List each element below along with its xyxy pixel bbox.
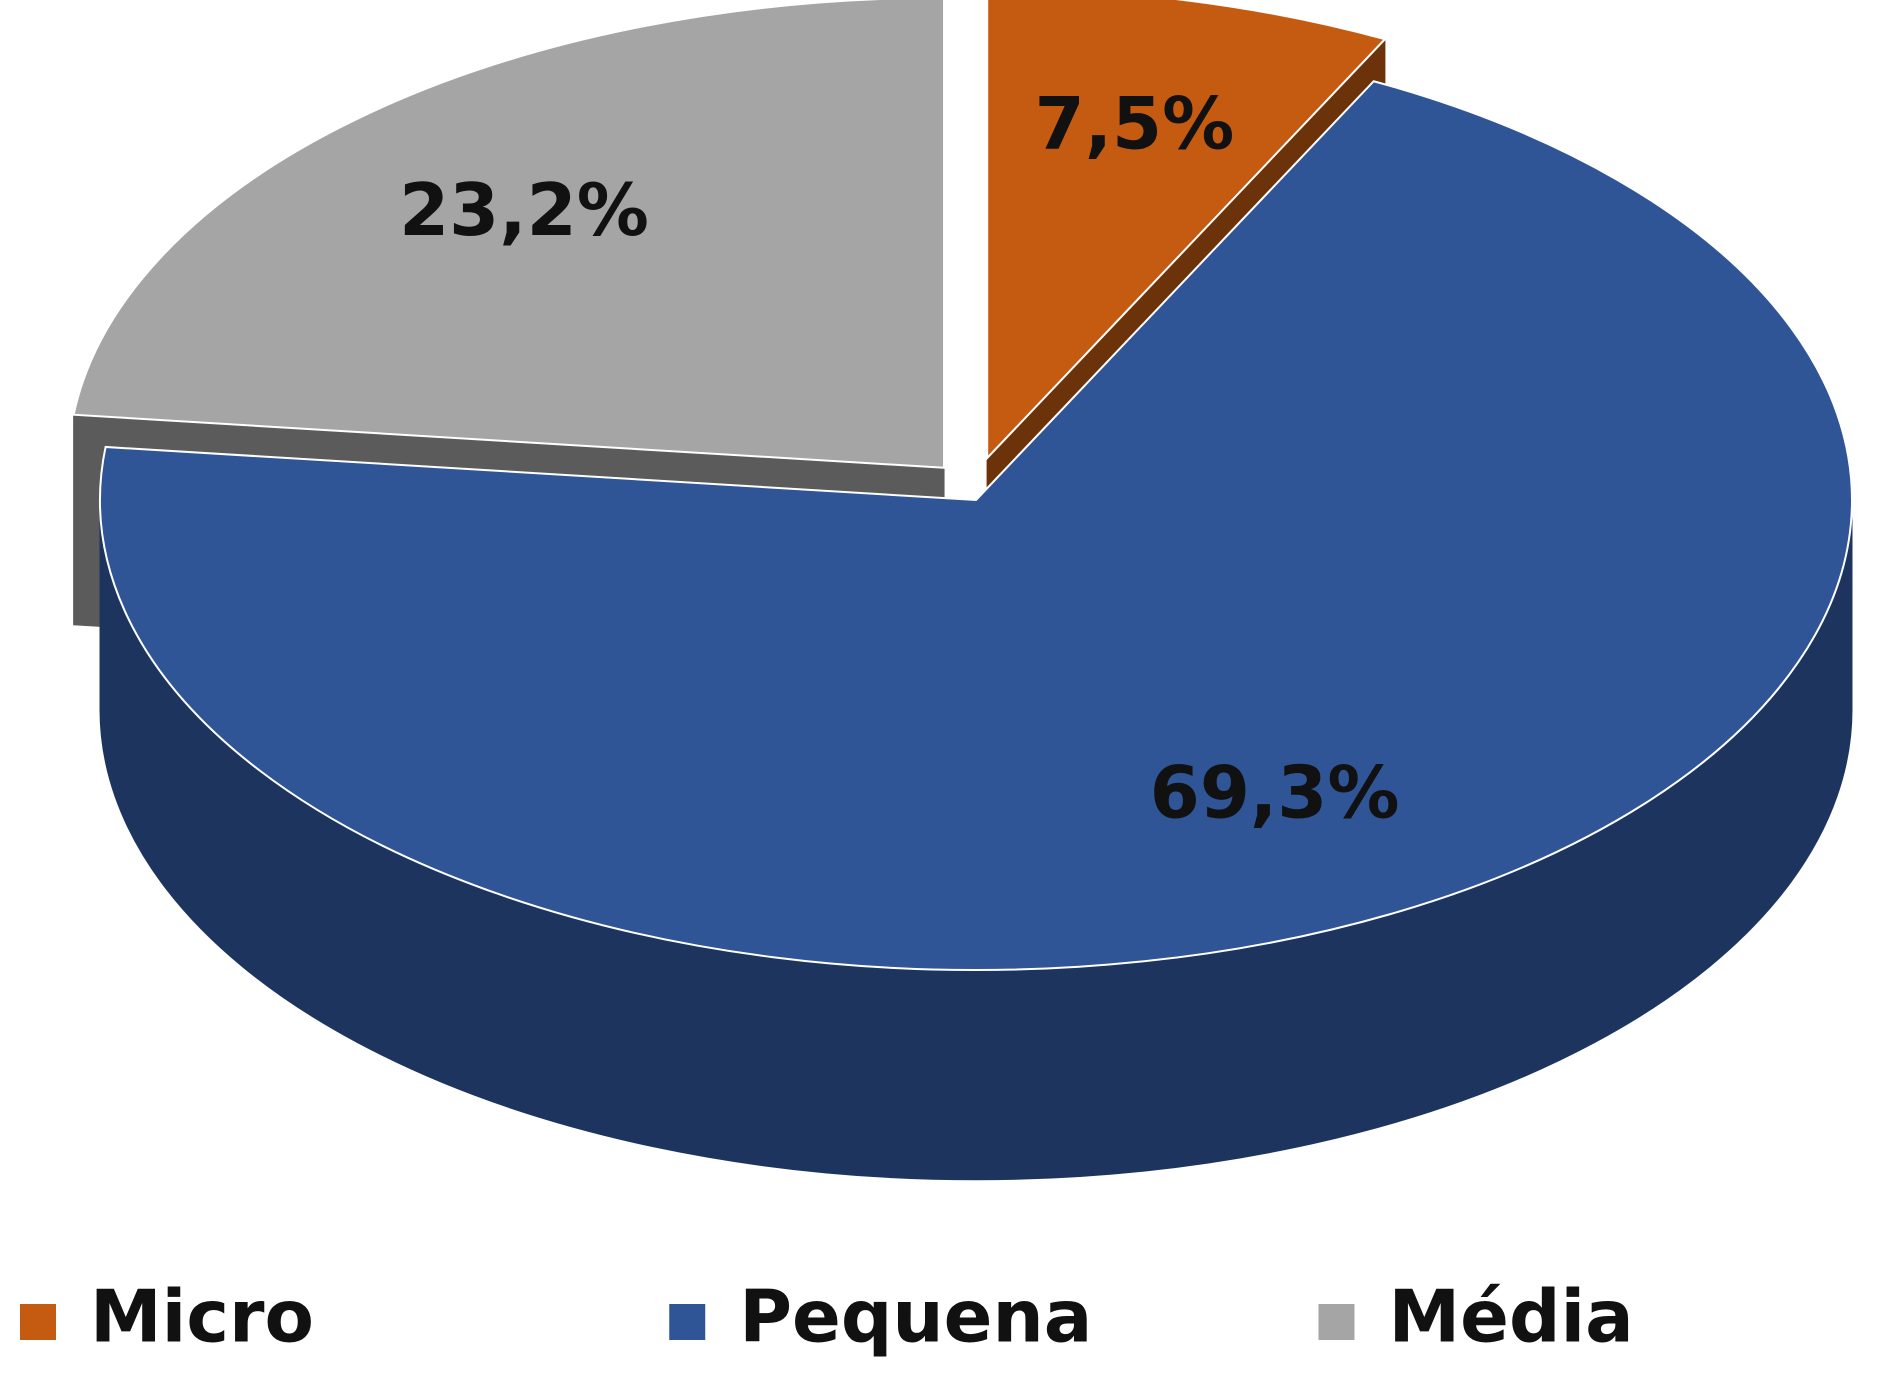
legend-swatch — [669, 1304, 706, 1340]
slice — [72, 0, 946, 469]
slice — [99, 80, 1853, 971]
legend-swatch — [20, 1304, 56, 1340]
slice-tops — [72, 0, 1853, 971]
value-label: 69,3% — [1150, 751, 1400, 835]
value-label: 7,5% — [1035, 81, 1235, 165]
slice — [986, 0, 1387, 461]
legend-label: Média — [1388, 1275, 1633, 1359]
legend-swatch — [1318, 1304, 1355, 1340]
legend-label: Micro — [90, 1275, 314, 1359]
value-label: 23,2% — [399, 168, 649, 252]
legend-label: Pequena — [739, 1275, 1092, 1359]
